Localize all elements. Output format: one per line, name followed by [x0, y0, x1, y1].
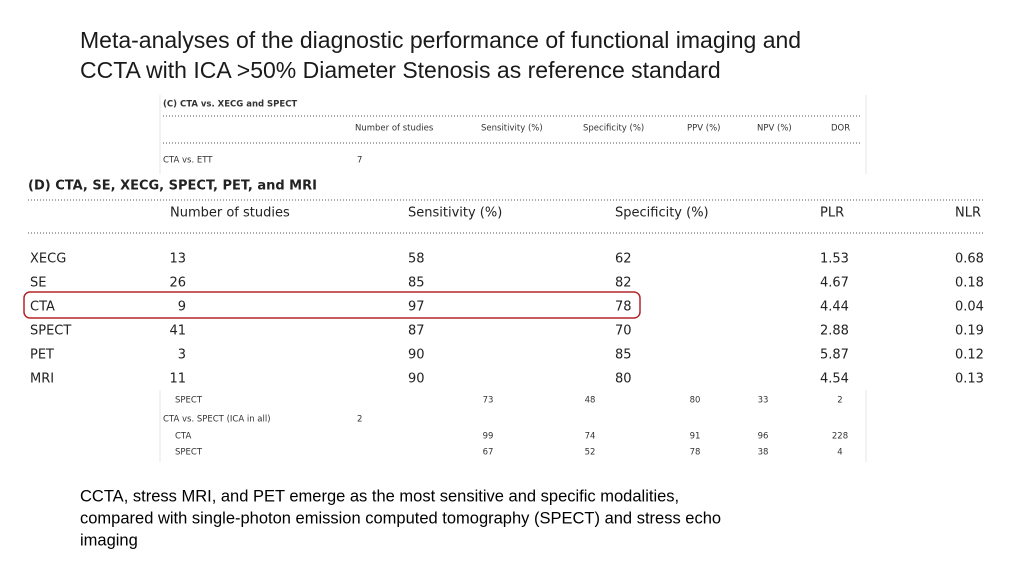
cell: 48 — [585, 396, 596, 406]
cell: 85 — [615, 348, 632, 363]
cell: 9 — [178, 300, 186, 315]
cell: 228 — [832, 432, 848, 442]
cell: 0.19 — [955, 324, 984, 339]
table-title: (C) CTA vs. XECG and SPECT — [163, 100, 297, 110]
cell: 80 — [615, 372, 632, 387]
cell: 2 — [357, 415, 362, 425]
cell: 4 — [837, 448, 842, 458]
row-label: CTA — [175, 432, 191, 442]
cell: 4.54 — [820, 372, 849, 387]
row-label: MRI — [30, 372, 54, 387]
cell: 73 — [483, 396, 494, 406]
table-d-background — [20, 174, 1000, 390]
cell: 96 — [758, 432, 769, 442]
cell: 70 — [615, 324, 632, 339]
column-header: Sensitivity (%) — [408, 206, 502, 221]
cell: 2 — [837, 396, 842, 406]
row-label: SE — [30, 276, 46, 291]
cell: 80 — [690, 396, 701, 406]
cell: 0.12 — [955, 348, 984, 363]
cell: 41 — [169, 324, 186, 339]
cell: 87 — [408, 324, 425, 339]
cell: 0.13 — [955, 372, 984, 387]
cell: 78 — [690, 448, 701, 458]
cell: 97 — [408, 300, 425, 315]
highlight-box — [23, 291, 641, 319]
cell: 5.87 — [820, 348, 849, 363]
cell: 13 — [169, 252, 186, 267]
cell: 52 — [585, 448, 596, 458]
cell: 74 — [585, 432, 596, 442]
row-label: SPECT — [175, 448, 203, 458]
row-label: CTA vs. SPECT (ICA in all) — [163, 415, 271, 425]
cell: 3 — [178, 348, 186, 363]
column-header: Number of studies — [355, 124, 434, 134]
cell: 90 — [408, 372, 425, 387]
cell: 4.67 — [820, 276, 849, 291]
column-header: DOR — [831, 124, 850, 134]
cell: 62 — [615, 252, 632, 267]
row-label: CTA vs. ETT — [163, 156, 213, 166]
cell: 2.88 — [820, 324, 849, 339]
row-label: SPECT — [175, 396, 203, 406]
row-label: PET — [30, 348, 54, 363]
column-header: Specificity (%) — [615, 206, 709, 221]
cell: 1.53 — [820, 252, 849, 267]
text-layer: Meta-analyses of the diagnostic performa… — [80, 27, 801, 549]
cell: 58 — [408, 252, 425, 267]
cell: 82 — [615, 276, 632, 291]
row-label: CTA — [30, 300, 55, 315]
column-header: NLR — [955, 206, 981, 221]
footer-text: compared with single-photon emission com… — [80, 509, 721, 527]
cell: 26 — [169, 276, 186, 291]
slide-title: Meta-analyses of the diagnostic performa… — [80, 27, 801, 53]
cell: 7 — [357, 156, 362, 166]
cell: 91 — [690, 432, 701, 442]
column-header: Specificity (%) — [583, 124, 644, 134]
cell: 38 — [758, 448, 769, 458]
cell: 0.68 — [955, 252, 984, 267]
footer-text: imaging — [80, 531, 138, 549]
column-header: PLR — [820, 206, 844, 221]
table-c: (C) CTA vs. XECG and SPECT Number of stud… — [163, 100, 850, 458]
cell: 90 — [408, 348, 425, 363]
cell: 11 — [169, 372, 186, 387]
cell: 0.18 — [955, 276, 984, 291]
column-header: PPV (%) — [687, 124, 720, 134]
cell: 85 — [408, 276, 425, 291]
cell: 0.04 — [955, 300, 984, 315]
table-title: (D) CTA, SE, XECG, SPECT, PET, and MRI — [28, 179, 317, 194]
column-header: Sensitivity (%) — [481, 124, 543, 134]
slide-title: CCTA with ICA >50% Diameter Stenosis as … — [80, 57, 721, 83]
cell: 4.44 — [820, 300, 849, 315]
row-label: SPECT — [30, 324, 71, 339]
cell: 67 — [483, 448, 494, 458]
cell: 78 — [615, 300, 632, 315]
footer-text: CCTA, stress MRI, and PET emerge as the … — [80, 487, 679, 505]
cell: 33 — [758, 396, 769, 406]
row-label: XECG — [30, 252, 66, 267]
column-header: NPV (%) — [757, 124, 792, 134]
table-d: (D) CTA, SE, XECG, SPECT, PET, and MRI Nu… — [28, 179, 984, 387]
cell: 99 — [483, 432, 494, 442]
column-header: Number of studies — [170, 206, 290, 221]
